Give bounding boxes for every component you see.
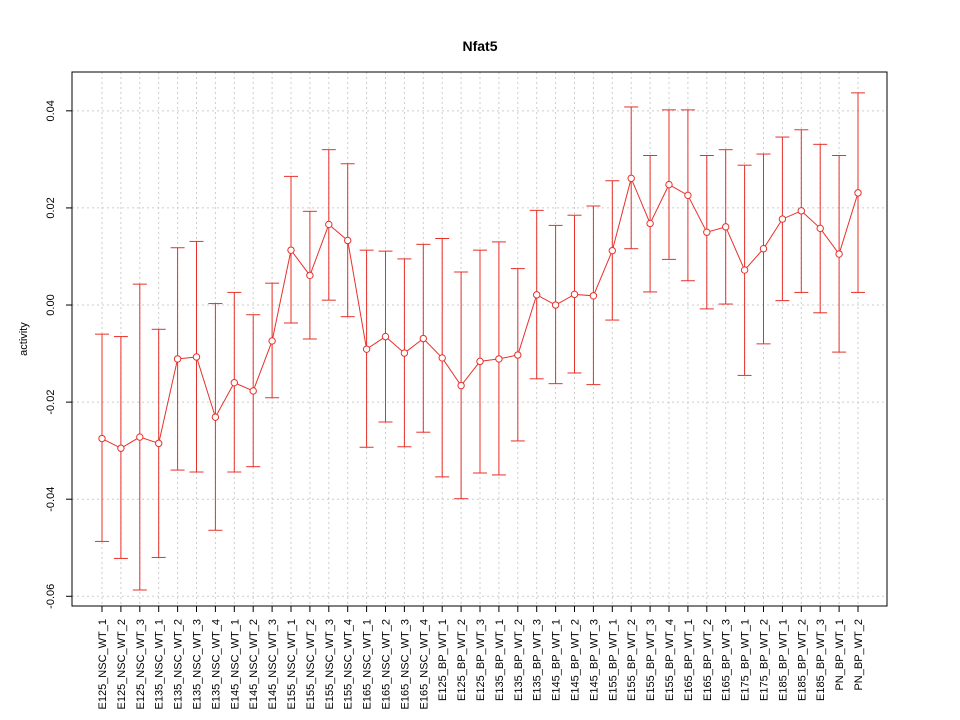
x-tick-label: E185_BP_WT_2 (796, 619, 808, 701)
data-point (117, 444, 125, 452)
x-tick-label: E155_NSC_WT_2 (305, 619, 317, 710)
x-tick-label: E155_BP_WT_2 (626, 619, 638, 701)
x-tick-label: E165_BP_WT_2 (702, 619, 714, 701)
x-tick-label: E165_NSC_WT_2 (381, 619, 393, 710)
data-point (589, 292, 598, 300)
data-point (249, 387, 257, 395)
data-point (854, 189, 862, 197)
data-point (608, 246, 616, 255)
data-point (211, 413, 220, 421)
x-tick-label: E135_NSC_WT_3 (192, 619, 204, 710)
x-tick-label: E135_NSC_WT_1 (154, 619, 166, 710)
x-tick-label: E155_BP_WT_1 (607, 619, 619, 701)
x-tick-label: E155_NSC_WT_4 (343, 619, 355, 710)
x-axis: E125_NSC_WT_1 E125_NSC_WT_2 E125_NSC_WT_3 E… (97, 606, 865, 710)
data-point (98, 434, 106, 443)
x-tick-label: E125_BP_WT_3 (475, 619, 487, 701)
data-point (797, 207, 805, 215)
y-tick-label: -0.04 (45, 487, 57, 512)
data-point (816, 224, 824, 233)
x-tick-label: E165_NSC_WT_3 (399, 619, 411, 710)
data-point (173, 355, 182, 363)
data-point (438, 354, 446, 362)
data-point (400, 349, 409, 357)
x-tick-label: E145_NSC_WT_1 (229, 619, 241, 710)
y-tick-label: 0.00 (45, 294, 57, 315)
x-tick-label: PN_BP_WT_2 (853, 619, 865, 691)
data-point (325, 220, 333, 229)
data-point (344, 236, 352, 245)
data-point (230, 378, 239, 387)
data-point (646, 219, 654, 228)
x-tick-label: E155_NSC_WT_1 (286, 619, 298, 710)
x-tick-label: E155_BP_WT_3 (645, 619, 657, 701)
data-point (457, 381, 465, 390)
data-point (362, 345, 371, 353)
x-tick-label: E155_NSC_WT_3 (324, 619, 336, 710)
data-point (759, 245, 768, 253)
x-tick-label: E135_BP_WT_1 (494, 619, 506, 701)
x-tick-label: E165_NSC_WT_1 (362, 619, 374, 710)
data-point (514, 351, 522, 359)
chart-title: Nfat5 (462, 38, 497, 54)
data-point (495, 355, 503, 363)
x-tick-label: E185_BP_WT_1 (777, 619, 789, 701)
x-tick-label: E125_BP_WT_1 (437, 619, 449, 701)
data-point (136, 433, 144, 441)
x-tick-label: E175_BP_WT_2 (759, 619, 771, 701)
x-tick-label: E125_NSC_WT_2 (116, 619, 128, 710)
data-point (476, 357, 484, 366)
data-point (268, 337, 276, 345)
data-point (381, 332, 390, 341)
data-point (155, 439, 163, 448)
data-point (665, 180, 673, 189)
data-point (627, 174, 635, 183)
data-point (778, 215, 787, 223)
x-tick-label: E145_NSC_WT_2 (248, 619, 260, 710)
y-tick-label: -0.06 (45, 584, 57, 609)
y-axis: -0.06 -0.04 -0.02 0.00 0.02 0.04 (45, 100, 72, 609)
y-axis-label: activity (18, 322, 30, 356)
x-tick-label: PN_BP_WT_1 (834, 619, 846, 691)
x-tick-label: E175_BP_WT_1 (740, 619, 752, 701)
x-tick-label: E165_BP_WT_3 (721, 619, 733, 701)
y-tick-label: 0.02 (45, 197, 57, 218)
y-tick-label: -0.02 (45, 390, 57, 415)
x-tick-label: E135_BP_WT_2 (513, 619, 525, 701)
y-tick-label: 0.04 (45, 100, 57, 121)
data-point (306, 271, 314, 280)
data-point (533, 291, 541, 299)
data-point (419, 334, 427, 343)
x-tick-label: E145_BP_WT_1 (551, 619, 563, 701)
x-tick-label: E145_BP_WT_2 (570, 619, 582, 701)
x-tick-label: E155_BP_WT_4 (664, 619, 676, 701)
x-tick-label: E165_NSC_WT_4 (418, 619, 430, 710)
data-point (551, 301, 560, 309)
x-tick-label: E135_BP_WT_3 (532, 619, 544, 701)
data-point (570, 290, 579, 299)
data-point (684, 191, 692, 200)
x-tick-label: E125_BP_WT_2 (456, 619, 468, 701)
data-point (722, 223, 730, 231)
x-tick-label: E135_NSC_WT_2 (173, 619, 185, 710)
x-tick-label: E135_NSC_WT_4 (210, 619, 222, 710)
data-points (98, 174, 862, 452)
data-point (287, 246, 295, 254)
x-tick-label: E145_NSC_WT_3 (267, 619, 279, 710)
x-tick-label: E165_BP_WT_1 (683, 619, 695, 701)
data-point (835, 250, 843, 258)
x-tick-label: E185_BP_WT_3 (815, 619, 827, 701)
data-point (703, 228, 711, 236)
plot-frame (71, 71, 888, 607)
x-tick-label: E125_NSC_WT_1 (97, 619, 109, 710)
x-tick-label: E145_BP_WT_3 (588, 619, 600, 701)
data-point (192, 353, 201, 361)
x-tick-label: E125_NSC_WT_3 (135, 619, 147, 710)
data-point (740, 266, 749, 274)
